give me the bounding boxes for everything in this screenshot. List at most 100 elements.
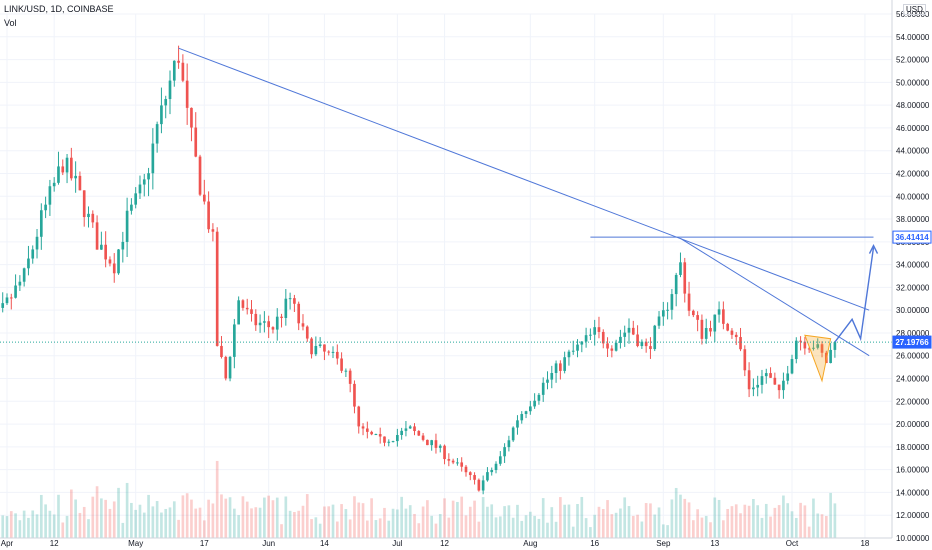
volume-bar bbox=[734, 504, 738, 538]
candle-body bbox=[713, 314, 717, 332]
candle-body bbox=[22, 268, 26, 282]
x-tick-label: 14 bbox=[320, 539, 329, 548]
volume-bar bbox=[39, 494, 43, 538]
volume-bar bbox=[27, 517, 30, 538]
candle-body bbox=[344, 370, 348, 372]
volume-bar bbox=[803, 505, 807, 538]
candle-body bbox=[833, 342, 837, 350]
volume-bar bbox=[267, 495, 270, 538]
candle-body bbox=[683, 262, 687, 294]
candle-body bbox=[327, 351, 331, 353]
candle-body bbox=[250, 309, 253, 314]
volume-bar bbox=[722, 520, 725, 538]
candle-body bbox=[464, 466, 468, 473]
currency-label[interactable]: USD bbox=[903, 4, 926, 15]
volume-label[interactable]: Vol bbox=[4, 18, 17, 28]
volume-bar bbox=[717, 499, 721, 538]
candle-body bbox=[692, 310, 695, 316]
candle-body bbox=[644, 341, 648, 347]
candle-body bbox=[520, 414, 524, 421]
candle-body bbox=[610, 348, 614, 351]
candle-body bbox=[494, 463, 498, 471]
volume-bar bbox=[704, 515, 708, 538]
candle-body bbox=[5, 297, 9, 304]
candle-body bbox=[74, 175, 77, 179]
volume-bar bbox=[134, 509, 138, 538]
candle-body bbox=[305, 326, 309, 339]
candle-body bbox=[816, 344, 820, 348]
volume-bar bbox=[181, 495, 185, 538]
volume-bar bbox=[301, 505, 305, 538]
volume-bar bbox=[593, 514, 597, 538]
volume-bar bbox=[327, 506, 331, 538]
trendline-upper bbox=[178, 47, 870, 311]
candle-body bbox=[82, 190, 86, 218]
candle-body bbox=[87, 213, 90, 218]
volume-bar bbox=[52, 514, 56, 538]
volume-bar bbox=[426, 500, 429, 538]
volume-bar bbox=[614, 512, 618, 538]
candle-body bbox=[597, 327, 601, 332]
y-tick-label: 22.00000 bbox=[896, 397, 930, 406]
candle-body bbox=[245, 307, 249, 310]
candle-body bbox=[687, 293, 691, 311]
volume-bar bbox=[168, 507, 172, 538]
candle-body bbox=[361, 426, 365, 429]
volume-bar bbox=[365, 520, 369, 538]
candle-body bbox=[794, 340, 798, 360]
volume-bar bbox=[387, 520, 391, 538]
volume-bar bbox=[408, 505, 412, 538]
volume-bar bbox=[829, 492, 832, 538]
volume-bar bbox=[726, 508, 729, 538]
x-tick-label: 17 bbox=[200, 539, 209, 548]
volume-bar bbox=[576, 504, 579, 538]
volume-bar bbox=[657, 507, 661, 538]
candle-body bbox=[640, 341, 644, 347]
volume-bar bbox=[1, 515, 5, 538]
candle-body bbox=[704, 328, 708, 339]
candle-body bbox=[709, 328, 712, 332]
candle-body bbox=[730, 330, 734, 335]
candle-body bbox=[365, 428, 369, 432]
volume-bar bbox=[250, 508, 253, 538]
volume-bar bbox=[567, 504, 571, 538]
candle-body bbox=[700, 319, 704, 339]
candle-body bbox=[215, 231, 219, 346]
volume-bar bbox=[288, 510, 292, 538]
y-tick-label: 18.00000 bbox=[896, 443, 930, 452]
volume-bar bbox=[627, 506, 631, 538]
candle-body bbox=[631, 327, 635, 335]
candle-body bbox=[155, 124, 159, 144]
candle-body bbox=[117, 249, 120, 274]
candle-body bbox=[674, 274, 678, 295]
candle-body bbox=[619, 336, 622, 343]
volume-bar bbox=[147, 494, 150, 538]
symbol-title[interactable]: LINK/USD, 1D, COINBASE bbox=[4, 4, 114, 14]
volume-bar bbox=[824, 515, 828, 538]
volume-bar bbox=[340, 504, 343, 538]
volume-bar bbox=[580, 496, 584, 538]
volume-bar bbox=[597, 506, 601, 538]
volume-bar bbox=[460, 496, 464, 538]
candle-body bbox=[541, 382, 545, 395]
volume-bar bbox=[78, 512, 82, 538]
candle-body bbox=[807, 348, 811, 350]
volume-bar bbox=[631, 515, 635, 538]
volume-bar bbox=[87, 519, 90, 538]
x-tick-label: Apr bbox=[1, 539, 14, 548]
target-price-tag: 36.41414 bbox=[895, 233, 929, 242]
candle-body bbox=[160, 105, 163, 125]
candle-body bbox=[481, 480, 485, 491]
volume-bar bbox=[464, 515, 468, 538]
y-tick-label: 54.00000 bbox=[896, 33, 930, 42]
volume-bar bbox=[74, 499, 77, 538]
candle-body bbox=[130, 204, 133, 211]
volume-bar bbox=[516, 504, 519, 538]
candle-body bbox=[378, 434, 382, 437]
candle-body bbox=[331, 351, 335, 353]
volume-bar bbox=[421, 506, 425, 538]
volume-bar bbox=[151, 506, 155, 538]
candle-body bbox=[739, 337, 742, 350]
volume-bar bbox=[524, 515, 528, 538]
